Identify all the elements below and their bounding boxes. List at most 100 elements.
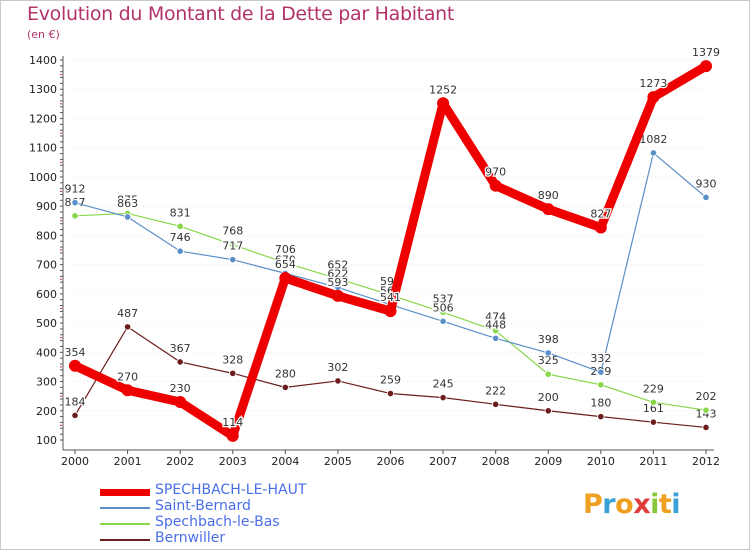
data-point [176, 222, 184, 230]
data-point [544, 349, 552, 357]
data-point [331, 289, 344, 302]
data-label: 200 [538, 391, 559, 404]
logo-letter: P [583, 489, 603, 520]
logo-letter: o [615, 489, 634, 520]
data-point [71, 199, 79, 207]
data-point [439, 317, 447, 325]
data-label: 474 [485, 311, 506, 324]
data-point [281, 259, 289, 267]
y-tick-label: 900 [36, 200, 57, 213]
data-point [176, 358, 184, 366]
legend-swatch [100, 507, 150, 509]
data-label: 245 [433, 378, 454, 391]
data-point [174, 396, 187, 408]
data-point [439, 308, 447, 316]
data-label: 328 [222, 353, 243, 366]
legend-label: Saint-Bernard [155, 498, 251, 514]
y-tick-label: 1300 [29, 83, 57, 96]
data-point [594, 221, 607, 234]
data-label: 970 [485, 166, 506, 179]
y-tick-label: 1100 [29, 142, 57, 155]
y-tick-label: 100 [36, 434, 57, 447]
y-tick-label: 1200 [29, 112, 57, 125]
data-label: 222 [485, 384, 506, 397]
legend-label: SPECHBACH-LE-HAUT [155, 482, 307, 498]
logo-letter: i [671, 489, 681, 520]
data-point [437, 97, 450, 110]
data-point [226, 429, 239, 442]
data-point [700, 60, 712, 73]
x-tick-label: 2010 [587, 455, 615, 468]
logo-letter: t [658, 489, 672, 520]
data-point [334, 377, 342, 385]
data-point [121, 384, 134, 397]
data-label: 487 [117, 307, 138, 320]
data-point [647, 91, 660, 104]
data-label: 541 [380, 291, 401, 304]
data-point [597, 413, 605, 421]
data-label: 890 [538, 189, 559, 202]
data-point [123, 213, 132, 221]
data-label: 448 [485, 318, 506, 331]
y-tick-label: 300 [36, 376, 57, 389]
data-label: 180 [590, 397, 611, 410]
y-tick-label: 600 [36, 288, 57, 301]
x-tick-label: 2007 [429, 455, 457, 468]
data-point [71, 411, 79, 420]
data-point [176, 247, 184, 255]
data-label: 831 [170, 206, 191, 219]
x-tick-label: 2004 [271, 455, 299, 468]
series-bernwiller: 184 487 367 328 280 302 259 245 222 200 180 161 143 [63, 306, 718, 432]
x-tick-label: 2012 [692, 455, 720, 468]
data-point [384, 305, 397, 318]
data-label: 912 [65, 183, 86, 196]
data-point [702, 423, 710, 432]
data-point [492, 327, 500, 335]
data-point [597, 368, 605, 376]
data-label: 184 [65, 395, 86, 408]
data-label: 622 [327, 267, 348, 280]
data-point [229, 241, 237, 249]
data-point [544, 407, 552, 415]
legend-swatch [100, 539, 150, 541]
data-label: 717 [222, 240, 243, 253]
data-label: 229 [643, 382, 664, 395]
x-tick-label: 2011 [639, 455, 667, 468]
data-point [334, 275, 342, 283]
x-tick-label: 2006 [377, 455, 405, 468]
logo-letter: i [650, 489, 659, 520]
data-label: 593 [327, 276, 348, 289]
data-point [229, 369, 237, 377]
data-label: 652 [327, 259, 348, 272]
data-point [492, 400, 500, 408]
data-label: 506 [433, 301, 454, 314]
proxiti-logo: Proxiti [583, 489, 681, 520]
data-label: 325 [538, 354, 559, 367]
data-label: 930 [696, 177, 717, 190]
data-label: 1273 [639, 77, 667, 90]
data-label: 670 [275, 253, 296, 266]
data-point [69, 359, 81, 372]
logo-letter: x [633, 489, 651, 520]
data-label: 302 [327, 361, 348, 374]
data-label: 143 [696, 407, 717, 420]
data-point [492, 334, 500, 342]
data-point [702, 193, 710, 201]
data-label: 827 [590, 207, 611, 220]
chart-title: Evolution du Montant de la Dette par Hab… [27, 3, 455, 25]
legend-swatch [100, 523, 150, 525]
data-label: 202 [696, 390, 717, 403]
data-label: 875 [117, 193, 138, 206]
x-tick-label: 2005 [324, 455, 352, 468]
data-label: 768 [222, 225, 243, 238]
data-point [702, 406, 710, 414]
data-label: 367 [170, 342, 191, 355]
data-label: 706 [275, 243, 296, 256]
data-label: 1379 [692, 46, 720, 59]
data-label: 280 [275, 367, 296, 380]
x-tick-label: 2009 [534, 455, 562, 468]
data-point [281, 383, 289, 391]
y-tick-label: 400 [36, 346, 57, 359]
